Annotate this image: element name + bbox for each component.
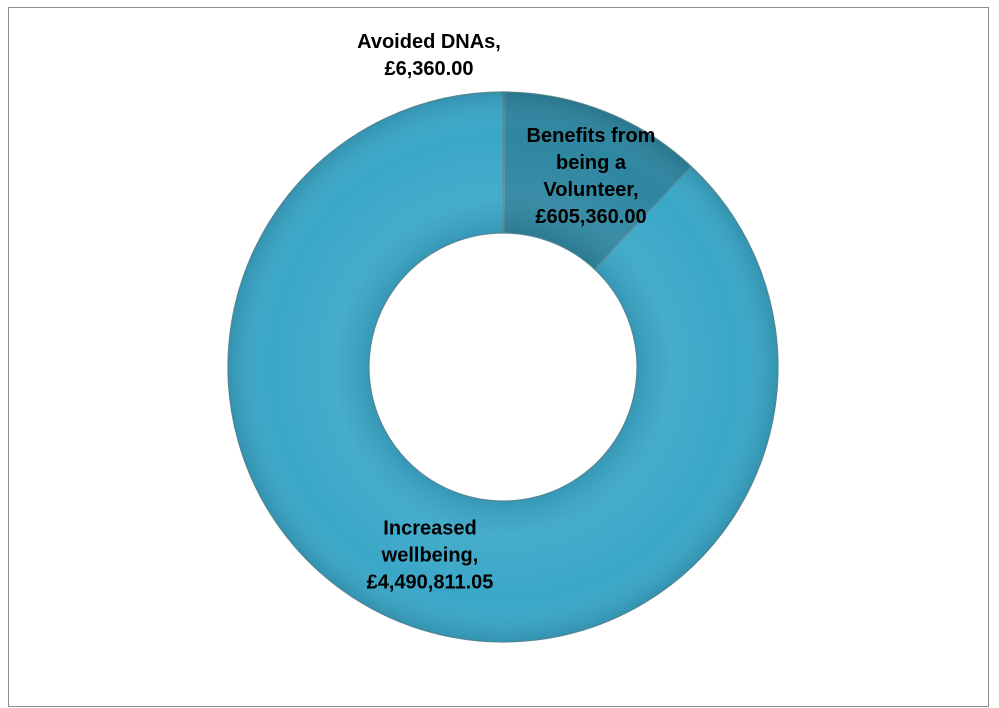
data-label-line: Volunteer, bbox=[543, 179, 639, 201]
data-label-line: being a bbox=[555, 152, 626, 174]
data-label-line: £605,360.00 bbox=[535, 206, 647, 228]
donut-chart bbox=[227, 91, 779, 643]
data-label-line: £6,360.00 bbox=[384, 58, 474, 80]
data-label-line: wellbeing, bbox=[381, 544, 479, 567]
data-label-avoided-dnas: Avoided DNAs, £6,360.00 bbox=[357, 29, 501, 83]
data-label-line: Increased bbox=[383, 517, 477, 540]
data-label-line: Avoided DNAs, bbox=[357, 31, 501, 53]
donut-slice-increased-wellbeing bbox=[227, 91, 779, 643]
data-label-line: £4,490,811.05 bbox=[366, 571, 494, 594]
data-label-line: Benefits from bbox=[526, 125, 656, 147]
chart-area: Avoided DNAs, £6,360.00 Benefits from being… bbox=[8, 7, 989, 707]
data-label-increased-wellbeing: Increased wellbeing, £4,490,811.05 bbox=[367, 516, 494, 597]
data-label-benefits-from-being-a-volunteer: Benefits from being a Volunteer, £605,360.0… bbox=[527, 123, 656, 231]
